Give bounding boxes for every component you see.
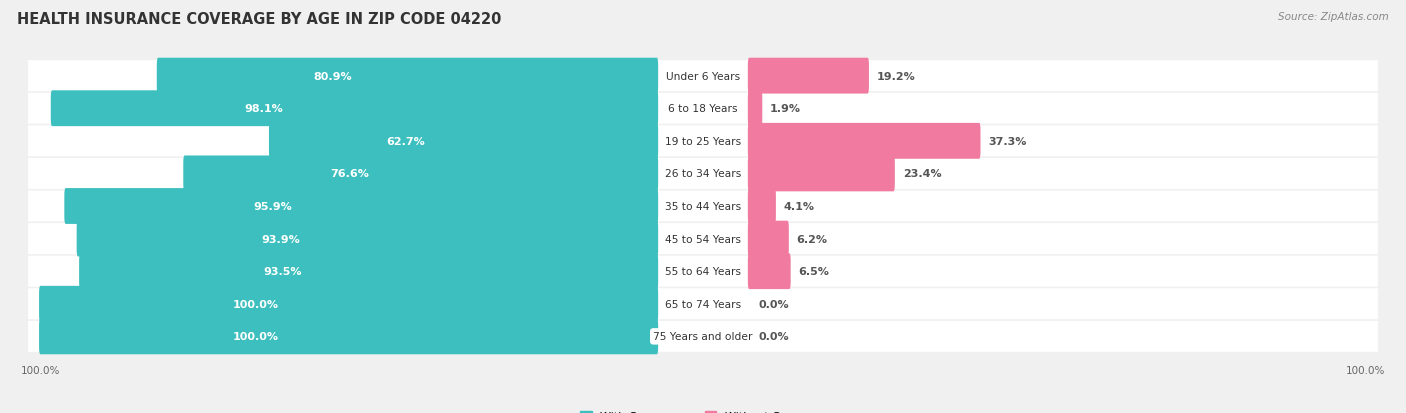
Text: 37.3%: 37.3% (988, 136, 1026, 147)
FancyBboxPatch shape (28, 61, 1378, 92)
FancyBboxPatch shape (748, 156, 894, 192)
Text: 35 to 44 Years: 35 to 44 Years (665, 202, 741, 211)
Text: 23.4%: 23.4% (903, 169, 941, 179)
FancyBboxPatch shape (748, 254, 790, 290)
Text: 62.7%: 62.7% (387, 136, 425, 147)
Text: 0.0%: 0.0% (758, 299, 789, 309)
FancyBboxPatch shape (269, 123, 658, 159)
Text: 19.2%: 19.2% (877, 71, 915, 81)
FancyBboxPatch shape (39, 319, 658, 354)
FancyBboxPatch shape (157, 59, 658, 94)
Text: 55 to 64 Years: 55 to 64 Years (665, 266, 741, 277)
Text: 76.6%: 76.6% (330, 169, 370, 179)
FancyBboxPatch shape (28, 159, 1378, 190)
FancyBboxPatch shape (748, 221, 789, 257)
Text: Source: ZipAtlas.com: Source: ZipAtlas.com (1278, 12, 1389, 22)
FancyBboxPatch shape (28, 256, 1378, 287)
Text: 26 to 34 Years: 26 to 34 Years (665, 169, 741, 179)
Text: 93.9%: 93.9% (262, 234, 299, 244)
Text: 65 to 74 Years: 65 to 74 Years (665, 299, 741, 309)
FancyBboxPatch shape (748, 123, 980, 159)
FancyBboxPatch shape (65, 189, 658, 224)
Text: 75 Years and older: 75 Years and older (654, 332, 752, 342)
FancyBboxPatch shape (28, 126, 1378, 157)
Text: Under 6 Years: Under 6 Years (666, 71, 740, 81)
Text: 6.5%: 6.5% (799, 266, 830, 277)
Text: 6 to 18 Years: 6 to 18 Years (668, 104, 738, 114)
Text: 6.2%: 6.2% (797, 234, 828, 244)
Text: 0.0%: 0.0% (758, 332, 789, 342)
FancyBboxPatch shape (28, 289, 1378, 320)
Text: 80.9%: 80.9% (314, 71, 352, 81)
FancyBboxPatch shape (77, 221, 658, 257)
Legend: With Coverage, Without Coverage: With Coverage, Without Coverage (581, 411, 825, 413)
Text: 4.1%: 4.1% (783, 202, 814, 211)
FancyBboxPatch shape (28, 321, 1378, 352)
FancyBboxPatch shape (28, 93, 1378, 124)
FancyBboxPatch shape (748, 91, 762, 127)
FancyBboxPatch shape (748, 59, 869, 94)
Text: 98.1%: 98.1% (245, 104, 283, 114)
Text: 95.9%: 95.9% (253, 202, 292, 211)
Text: 19 to 25 Years: 19 to 25 Years (665, 136, 741, 147)
Text: 1.9%: 1.9% (770, 104, 801, 114)
Text: 100.0%: 100.0% (233, 332, 280, 342)
FancyBboxPatch shape (28, 223, 1378, 254)
Text: 45 to 54 Years: 45 to 54 Years (665, 234, 741, 244)
FancyBboxPatch shape (183, 156, 658, 192)
Text: HEALTH INSURANCE COVERAGE BY AGE IN ZIP CODE 04220: HEALTH INSURANCE COVERAGE BY AGE IN ZIP … (17, 12, 502, 27)
FancyBboxPatch shape (39, 286, 658, 322)
FancyBboxPatch shape (748, 189, 776, 224)
Text: 100.0%: 100.0% (233, 299, 280, 309)
FancyBboxPatch shape (28, 191, 1378, 222)
Text: 93.5%: 93.5% (263, 266, 301, 277)
FancyBboxPatch shape (79, 254, 658, 290)
FancyBboxPatch shape (51, 91, 658, 127)
